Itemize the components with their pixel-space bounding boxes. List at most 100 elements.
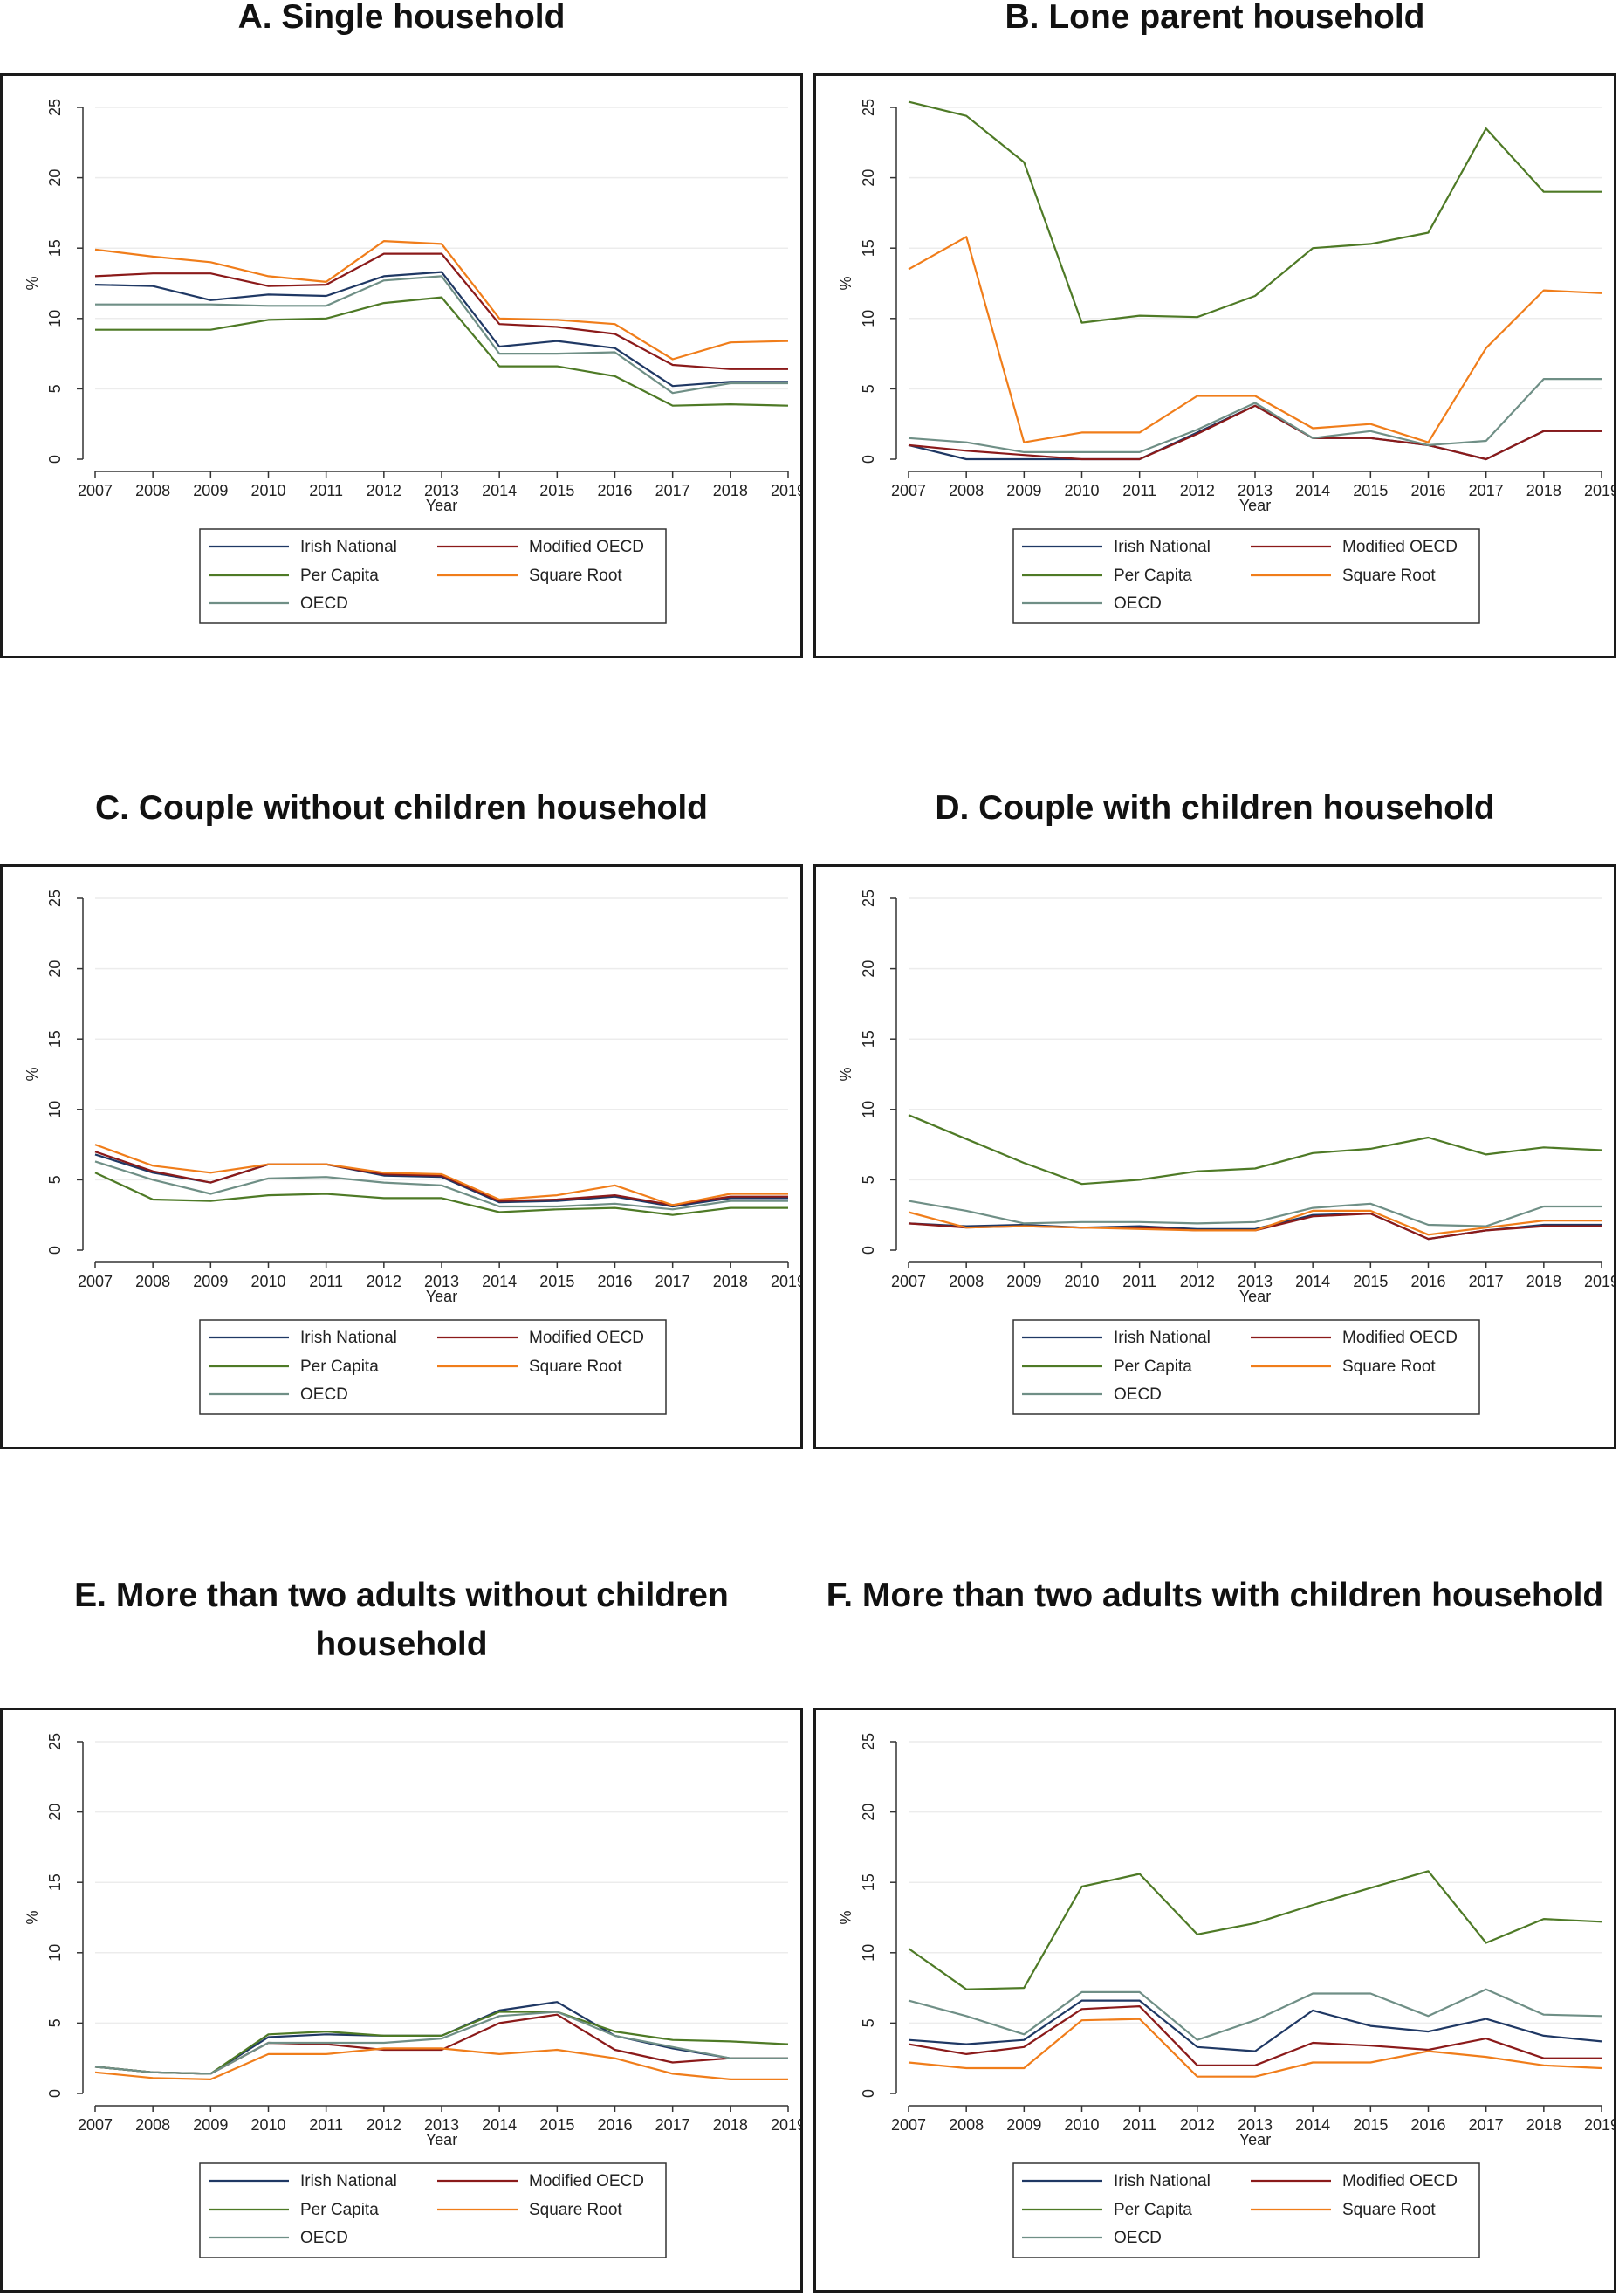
chart-d-legend-label: Irish National [1114,1329,1211,1347]
chart-e-y-tick-label: 0 [46,2089,64,2098]
chart-f-x-tick-label: 2017 [1469,2116,1504,2134]
chart-c-x-tick-label: 2008 [135,1273,170,1290]
chart-e-y-label: % [24,1910,41,1924]
chart-b-y-tick-label: 10 [860,310,877,327]
chart-e-legend-label: Modified OECD [529,2172,644,2190]
chart-b-x-tick-label: 2017 [1469,482,1504,499]
chart-b-legend-label: Per Capita [1114,567,1192,585]
chart-c-x-tick-label: 2009 [193,1273,228,1290]
chart-c-x-tick-label: 2016 [597,1273,632,1290]
chart-e-panel: 0 5 10 15 20 25% 2007 2008 2009 2010 2011 2012 2013 2… [0,1708,803,2293]
chart-a-x-tick-label: 2009 [193,482,228,499]
chart-a-y-tick-label: 5 [46,384,64,393]
chart-d-series-per-capita [908,1114,1602,1186]
chart-d-y-tick-label: 10 [860,1101,877,1118]
chart-f-legend-label: OECD [1114,2229,1162,2247]
chart-c-series-modified-oecd [94,1151,788,1206]
chart-b-y-tick-label: 5 [860,384,877,393]
chart-a-x-tick-label: 2014 [482,482,517,499]
chart-e-x-tick-label: 2017 [655,2116,690,2134]
chart-b-legend-label: Modified OECD [1342,538,1458,556]
chart-e-x-tick-label: 2009 [193,2116,228,2134]
chart-d-x-tick-label: 2013 [1238,1273,1273,1290]
chart-f-y-tick-label: 5 [860,2018,877,2027]
chart-c-x-tick-label: 2018 [713,1273,748,1290]
chart-f-legend-label: Square Root [1342,2201,1436,2219]
chart-a-x-tick-label: 2016 [597,482,632,499]
chart-c-x-tick-label: 2019 [771,1273,800,1290]
chart-b-series-modified-oecd [908,404,1602,461]
chart-b-y-tick-label: 20 [860,169,877,187]
chart-d-x-tick-label: 2012 [1180,1273,1215,1290]
chart-b-x-tick-label: 2011 [1122,482,1156,499]
chart-a-title: A. Single household [237,0,566,36]
chart-a-y-label: % [24,276,41,290]
chart-a-svg: 0 5 10 15 20 25% 2007 2008 2009 2010 2011 2012 2013 2… [24,99,800,624]
chart-d-panel: 0 5 10 15 20 25% 2007 2008 2009 2010 2011 2012 2013 2… [813,864,1616,1449]
chart-a-x-tick-label: 2017 [655,482,690,499]
chart-e-x-tick-label: 2011 [309,2116,343,2134]
chart-e-legend-label: OECD [300,2229,348,2247]
chart-c-legend-label: OECD [300,1385,348,1404]
chart-d-x-tick-label: 2011 [1122,1273,1156,1290]
chart-b-legend-label: OECD [1114,595,1162,613]
chart-a-y-tick-label: 15 [46,239,64,257]
chart-f-svg: 0 5 10 15 20 25% 2007 2008 2009 2010 2011 2012 2013 2… [837,1733,1614,2258]
chart-b-x-tick-label: 2009 [1006,482,1041,499]
chart-f-x-tick-label: 2010 [1064,2116,1099,2134]
chart-e-legend-label: Square Root [529,2201,622,2219]
chart-f-x-tick-label: 2018 [1526,2116,1561,2134]
chart-b-x-tick-label: 2018 [1526,482,1561,499]
chart-e-y-tick-label: 5 [46,2018,64,2027]
chart-d-x-label: Year [1239,1288,1271,1305]
chart-b-x-tick-label: 2019 [1584,482,1614,499]
chart-a-series-per-capita [95,296,789,407]
chart-d-legend-label: OECD [1114,1385,1162,1404]
chart-e-x-tick-label: 2014 [482,2116,517,2134]
chart-f-x-tick-label: 2011 [1122,2116,1156,2134]
chart-d-series-oecd [908,1200,1602,1227]
chart-f-x-tick-label: 2012 [1180,2116,1215,2134]
chart-f-y-tick-label: 15 [860,1873,877,1891]
chart-c-legend-label: Square Root [529,1358,622,1376]
chart-f-series-oecd [908,1988,1602,2041]
chart-f-x-tick-label: 2009 [1006,2116,1041,2134]
chart-e-series-square-root [94,2047,788,2080]
chart-a-y-tick-label: 25 [46,99,64,116]
chart-e-x-label: Year [426,2131,457,2148]
chart-d-title: D. Couple with children household [935,789,1495,827]
chart-f-x-tick-label: 2019 [1584,2116,1614,2134]
chart-b-x-label: Year [1239,497,1271,514]
chart-d-y-tick-label: 25 [860,890,877,907]
chart-f-x-tick-label: 2015 [1353,2116,1388,2134]
chart-f-series-modified-oecd [908,2005,1602,2066]
chart-d-x-tick-label: 2007 [891,1273,926,1290]
chart-c-x-tick-label: 2011 [309,1273,343,1290]
chart-c-y-tick-label: 25 [46,890,64,907]
chart-d-x-tick-label: 2014 [1295,1273,1330,1290]
chart-b-y-label: % [837,276,854,290]
chart-e-series-per-capita [94,2011,789,2075]
chart-c-series-oecd [94,1160,788,1211]
chart-b-series-square-root [908,236,1602,443]
chart-f-legend-label: Modified OECD [1342,2172,1458,2190]
chart-b-x-tick-label: 2013 [1238,482,1273,499]
chart-f-y-tick-label: 25 [860,1733,877,1750]
chart-b-y-tick-label: 15 [860,239,877,257]
chart-a-y-tick-label: 10 [46,310,64,327]
chart-d-legend-label: Modified OECD [1342,1329,1458,1347]
chart-d-series-square-root [908,1209,1602,1236]
chart-e-x-tick-label: 2008 [135,2116,170,2134]
chart-a-legend-label: Modified OECD [529,538,644,556]
chart-c-legend-label: Modified OECD [529,1329,644,1347]
chart-b-x-tick-label: 2012 [1180,482,1215,499]
chart-f-x-tick-label: 2016 [1410,2116,1445,2134]
chart-d-y-label: % [837,1067,854,1081]
chart-b-x-tick-label: 2008 [949,482,984,499]
chart-e-x-tick-label: 2019 [771,2116,800,2134]
chart-f-x-tick-label: 2008 [949,2116,984,2134]
chart-c-panel: 0 5 10 15 20 25% 2007 2008 2009 2010 2011 2012 2013 2… [0,864,803,1449]
chart-a-x-tick-label: 2019 [771,482,800,499]
chart-a-legend-label: Per Capita [300,567,379,585]
chart-f-legend-label: Per Capita [1114,2201,1192,2219]
